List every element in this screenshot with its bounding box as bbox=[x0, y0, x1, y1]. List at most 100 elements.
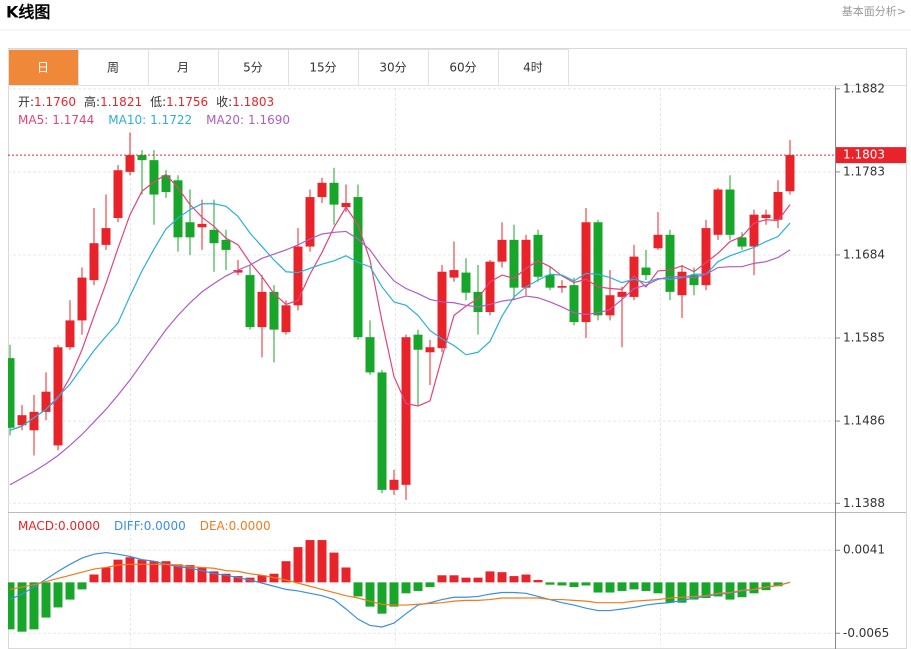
candle-body bbox=[281, 305, 291, 333]
candle-body bbox=[353, 197, 363, 338]
candle-body bbox=[617, 291, 627, 297]
candle-body bbox=[221, 239, 231, 250]
candle-body bbox=[509, 239, 519, 288]
tab-label[interactable]: 5分 bbox=[243, 61, 263, 75]
ma-line bbox=[9, 551, 791, 628]
legend-name: MA20: bbox=[206, 113, 244, 127]
macd-bar bbox=[101, 567, 111, 583]
legend-value: 0.0000 bbox=[58, 519, 100, 533]
tab-label[interactable]: 日 bbox=[37, 61, 49, 75]
candle-body bbox=[41, 391, 51, 412]
macd-bar bbox=[701, 582, 711, 599]
readout-value: 1.1803 bbox=[232, 95, 274, 109]
candle-body bbox=[665, 234, 675, 292]
candle-body bbox=[317, 182, 327, 198]
macd-bar bbox=[713, 582, 723, 597]
macd-bar bbox=[749, 582, 759, 594]
tab[interactable] bbox=[148, 49, 219, 86]
macd-bar bbox=[533, 580, 543, 583]
macd-bar bbox=[629, 582, 639, 590]
y-tick-label: 1.1585 bbox=[843, 331, 885, 345]
candle-body bbox=[17, 415, 27, 426]
axes: 1.1882 1.1783 1.1684 1.1585 1.1486 1.1388 1.18… bbox=[835, 81, 906, 640]
legend-name: MA5: bbox=[18, 113, 48, 127]
tab-label[interactable]: 60分 bbox=[449, 61, 476, 75]
macd-bar bbox=[401, 582, 411, 594]
macd-bar bbox=[677, 582, 687, 603]
legend-value: 1.1722 bbox=[150, 113, 192, 127]
macd-bar bbox=[353, 582, 363, 597]
macd-bar bbox=[377, 582, 387, 614]
candle-body bbox=[245, 275, 255, 328]
macd-bar bbox=[281, 561, 291, 583]
macd-bar bbox=[113, 559, 123, 583]
candle-body bbox=[473, 291, 483, 313]
macd-bar bbox=[197, 567, 207, 583]
macd-bar bbox=[149, 561, 159, 583]
candle-body bbox=[209, 229, 219, 244]
candle-body bbox=[521, 239, 531, 288]
candle-body bbox=[8, 358, 15, 428]
macd-bar bbox=[653, 582, 663, 594]
candle-body bbox=[101, 228, 111, 245]
tab[interactable] bbox=[428, 49, 499, 86]
tab[interactable] bbox=[358, 49, 429, 86]
y-tick-label: 1.1783 bbox=[843, 164, 885, 178]
macd-bar bbox=[641, 582, 651, 591]
macd-bar bbox=[665, 582, 675, 603]
macd-bar bbox=[233, 576, 243, 583]
fundamental-link[interactable]: 基本面分析> bbox=[842, 4, 906, 18]
macd-bar bbox=[725, 582, 735, 600]
candle-body bbox=[257, 291, 267, 328]
macd-bar bbox=[389, 582, 399, 607]
widget-title: K线图 bbox=[6, 3, 50, 22]
readout-value: 1.1760 bbox=[34, 95, 76, 109]
tab[interactable] bbox=[288, 49, 359, 86]
tab[interactable] bbox=[78, 49, 149, 86]
macd-bar bbox=[617, 582, 627, 591]
candle-body bbox=[293, 246, 303, 306]
candle-body bbox=[377, 372, 387, 490]
candle-body bbox=[773, 192, 783, 220]
tab-label[interactable]: 15分 bbox=[309, 61, 336, 75]
macd-bar bbox=[77, 582, 87, 590]
macd-bar bbox=[497, 572, 507, 583]
macd-bar bbox=[521, 574, 531, 583]
tab-label[interactable]: 30分 bbox=[379, 61, 406, 75]
candle-body bbox=[77, 277, 87, 321]
macd-bar bbox=[461, 577, 471, 583]
macd-bar bbox=[173, 564, 183, 583]
candle-body bbox=[533, 234, 543, 277]
legend-value: 1.1744 bbox=[52, 113, 94, 127]
candle-body bbox=[401, 337, 411, 485]
candle-body bbox=[785, 155, 795, 192]
candle-body bbox=[725, 189, 735, 235]
macd-bar bbox=[293, 547, 303, 583]
macd-bar bbox=[329, 552, 339, 583]
candle-body bbox=[233, 270, 243, 273]
macd-bar bbox=[593, 582, 603, 593]
price-tag bbox=[836, 147, 906, 164]
macd-bar bbox=[209, 571, 219, 583]
tab-bar: 日 周 月 5分 15分 30分 60分 4时 bbox=[8, 49, 569, 86]
readout-value: 1.1756 bbox=[166, 95, 208, 109]
tab[interactable] bbox=[498, 49, 569, 86]
macd-bar bbox=[425, 582, 435, 588]
ohlc-readout: 开:1.1760 高:1.1821 低:1.1756 收:1.1803 bbox=[18, 94, 274, 109]
candle-body bbox=[569, 285, 579, 323]
candle-body bbox=[137, 155, 147, 161]
tab-label[interactable]: 4时 bbox=[523, 61, 543, 75]
candle-body bbox=[365, 337, 375, 373]
tab-label[interactable]: 周 bbox=[107, 61, 119, 75]
candle-body bbox=[749, 214, 759, 247]
price-tag-label: 1.1803 bbox=[843, 148, 885, 162]
ma-line bbox=[9, 173, 791, 431]
macd-bar bbox=[761, 582, 771, 591]
tab-label[interactable]: 月 bbox=[177, 61, 189, 75]
candle-body bbox=[389, 479, 399, 490]
tab[interactable] bbox=[8, 49, 79, 86]
macd-bar bbox=[257, 575, 267, 583]
candle-body bbox=[185, 222, 195, 238]
candle-body bbox=[161, 175, 171, 193]
macd-bar bbox=[65, 582, 75, 600]
